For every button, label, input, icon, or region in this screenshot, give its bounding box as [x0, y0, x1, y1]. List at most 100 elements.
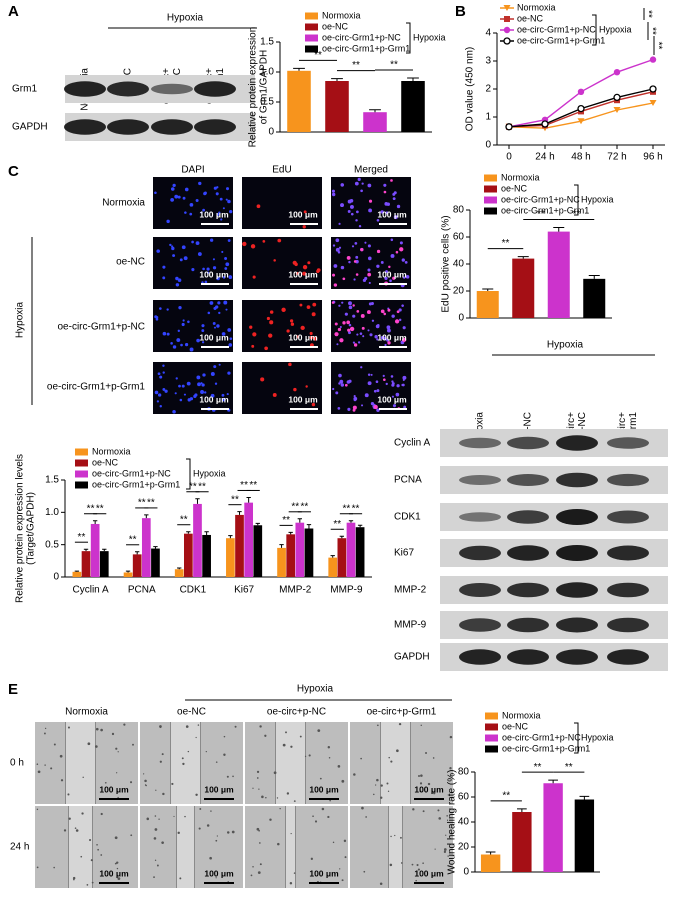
error-bar [588, 274, 600, 279]
significance-label: ** [78, 532, 86, 543]
nucleus-dot [219, 197, 223, 201]
cell-dot [158, 818, 160, 820]
scale-bar-label: 100 μm [377, 269, 407, 279]
nucleus-dot [175, 276, 179, 281]
scale-bar-label: 100 μm [199, 269, 229, 279]
nucleus-dot [226, 187, 230, 191]
point [577, 104, 585, 113]
cell-dot [363, 870, 366, 873]
edu-dot [337, 327, 342, 332]
legend-swatch [485, 745, 498, 753]
edu-dot [303, 210, 307, 214]
error-bar [92, 520, 98, 524]
legend-label: oe-circ-Grm1+p-Grm1 [502, 743, 590, 753]
y-tick-label: 60 [453, 232, 465, 243]
micrograph [242, 362, 322, 414]
panel-label: B [455, 3, 466, 20]
legend-swatch [485, 723, 498, 731]
cell-dot [361, 806, 364, 810]
significance-label: ** [343, 503, 351, 514]
nucleus-dot [227, 239, 231, 242]
cell-dot [74, 827, 77, 829]
blot-band [556, 617, 598, 633]
bar [401, 81, 425, 132]
nucleus-dot [215, 192, 219, 196]
nucleus-dot [371, 319, 375, 322]
nucleus-dot [166, 219, 170, 224]
scale-bar-label: 100 μm [414, 868, 444, 878]
cell-dot [123, 723, 126, 726]
point [541, 120, 549, 128]
edu-dot [383, 190, 387, 194]
error-bar [153, 546, 158, 549]
point [505, 123, 513, 131]
cell-dot [332, 841, 335, 844]
nucleus-dot [228, 275, 233, 280]
nucleus-dot [386, 325, 391, 330]
bar [512, 258, 535, 318]
nucleus-dot [356, 333, 359, 336]
panel-label: A [8, 3, 19, 20]
bar [184, 533, 193, 577]
nucleus-dot [204, 280, 208, 284]
nucleus-dot [386, 202, 390, 206]
cell-dot [162, 792, 165, 796]
cell-dot [264, 734, 267, 737]
column-label: DAPI [181, 165, 204, 176]
nucleus-dot [172, 410, 176, 414]
blot-band [607, 545, 649, 561]
legend-marker [504, 16, 510, 22]
nucleus-dot [222, 207, 225, 210]
scale-bar-label: 100 μm [309, 784, 339, 794]
edu-dot [252, 332, 257, 337]
error-bar [482, 288, 494, 291]
nucleus-dot [348, 305, 353, 310]
blot-band [507, 582, 549, 598]
cell-dot [130, 834, 133, 837]
nucleus-dot [184, 343, 189, 347]
nucleus-dot [390, 254, 395, 258]
micrograph [153, 300, 233, 352]
cell-dot [438, 817, 442, 820]
nucleus-dot [209, 238, 214, 242]
nucleus-dot [380, 210, 384, 214]
legend-swatch [484, 185, 497, 193]
cell-dot [444, 849, 446, 851]
nucleus-dot [376, 338, 379, 341]
cell-dot [75, 829, 79, 832]
cell-dot [434, 848, 436, 850]
nucleus-dot [332, 244, 336, 247]
cell-dot [95, 745, 98, 748]
bar [90, 523, 100, 577]
nucleus-dot [367, 183, 372, 188]
edu-dot [346, 320, 351, 325]
scale-bar-label: 100 μm [204, 868, 234, 878]
wound-gap [380, 722, 411, 804]
blot-band [507, 617, 549, 633]
nucleus-dot [333, 264, 338, 268]
nucleus-dot [209, 301, 214, 305]
nucleus-dot [225, 198, 228, 201]
bar [574, 799, 595, 872]
cell-dot [390, 835, 392, 838]
edu-dot [302, 264, 308, 270]
significance-label: ** [646, 27, 657, 35]
nucleus-dot [155, 317, 159, 321]
nucleus-dot [180, 343, 183, 347]
row-label: MMP-9 [394, 620, 427, 631]
cell-dot [420, 774, 423, 777]
cell-dot [81, 812, 84, 815]
legend-group: Hypoxia [413, 32, 446, 42]
edu-dot [277, 238, 282, 243]
error-bar [177, 567, 182, 570]
cell-dot [50, 767, 53, 770]
blot-band [459, 649, 501, 665]
cell-dot [199, 808, 202, 810]
cell-dot [314, 820, 318, 823]
nucleus-dot [222, 276, 226, 279]
y-tick-label: 80 [458, 767, 470, 778]
cell-dot [36, 866, 39, 869]
legend-bracket [574, 184, 579, 216]
nucleus-dot [350, 212, 354, 216]
cell-dot [386, 782, 389, 785]
